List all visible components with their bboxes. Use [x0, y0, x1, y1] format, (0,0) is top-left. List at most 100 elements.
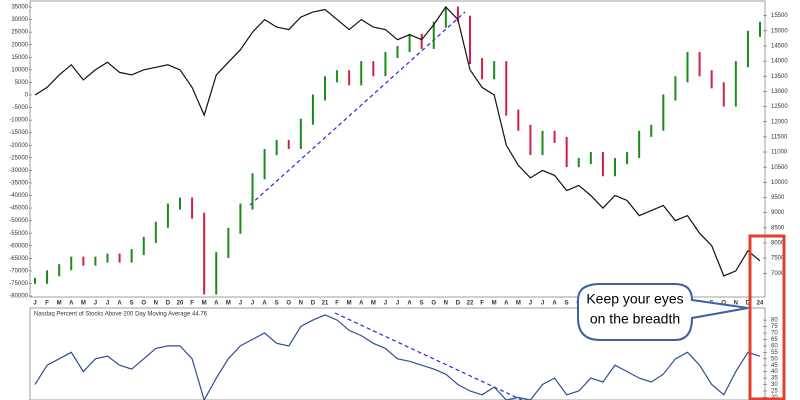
price-bar	[722, 82, 725, 107]
y2-tick-label: 8000	[771, 241, 785, 247]
price-bar	[601, 152, 604, 177]
y-tick-label: 30	[771, 382, 778, 388]
y-tick-label: -30000	[9, 168, 28, 174]
price-bar	[626, 152, 629, 165]
y2-tick-label: 15000	[771, 28, 788, 34]
price-bar	[227, 227, 230, 259]
price-bar	[746, 30, 749, 68]
y2-tick-label: 15500	[771, 13, 788, 19]
y2-tick-label: 7500	[771, 256, 785, 262]
x-tick-label: O	[431, 301, 436, 307]
x-tick-label: A	[407, 301, 412, 307]
x-tick-label: A	[359, 301, 364, 307]
y2-tick-label: 9500	[771, 195, 785, 201]
price-bar	[360, 61, 363, 86]
y-tick-label: 10000	[11, 67, 28, 73]
y-tick-label: 60	[771, 343, 778, 349]
y-tick-label: 25000	[11, 30, 28, 36]
y-tick-label: 25	[771, 389, 778, 395]
x-tick-label: S	[275, 301, 279, 307]
price-bar	[734, 61, 737, 107]
price-bar	[577, 158, 580, 168]
price-bar	[384, 52, 387, 77]
price-bar	[674, 76, 677, 101]
price-bar	[469, 15, 471, 65]
price-bar	[46, 270, 49, 284]
y-tick-label: -45000	[9, 206, 28, 212]
x-tick-label: S	[130, 301, 134, 307]
price-bar	[239, 203, 242, 234]
x-tick-label: M	[371, 301, 376, 307]
highlight-box	[748, 234, 786, 400]
price-bar	[324, 76, 326, 101]
y-tick-label: -40000	[9, 193, 28, 199]
price-bar	[179, 197, 181, 210]
x-tick-label: 24	[757, 301, 764, 307]
price-bar	[118, 253, 121, 263]
price-bar	[336, 70, 339, 83]
y-tick-label: 55	[771, 350, 778, 356]
x-tick-label: J	[106, 301, 109, 307]
y-tick-label: -25000	[9, 155, 28, 161]
x-tick-label: D	[166, 301, 171, 307]
x-tick-label: 22	[467, 301, 474, 307]
y2-tick-label: 12000	[771, 119, 788, 125]
x-tick-label: J	[541, 301, 544, 307]
x-tick-label: A	[262, 301, 267, 307]
y2-tick-label: 7000	[771, 271, 785, 277]
x-tick-label: N	[154, 301, 158, 307]
price-bar	[34, 277, 36, 284]
price-bar	[456, 6, 459, 22]
x-tick-label: J	[239, 301, 242, 307]
x-tick-label: O	[286, 301, 291, 307]
x-tick-label: S	[565, 301, 569, 307]
x-tick-label: J	[384, 301, 387, 307]
price-bar	[263, 149, 266, 180]
price-bar	[589, 152, 592, 165]
x-tick-label: A	[504, 301, 509, 307]
callout-text: Keep your eyes	[586, 291, 683, 307]
price-bar	[130, 249, 133, 263]
y-tick-label: -35000	[9, 181, 28, 187]
price-bar	[94, 256, 97, 266]
price-bar	[553, 130, 556, 143]
x-tick-label: N	[299, 301, 303, 307]
trend-line	[249, 11, 466, 206]
y-tick-label: 20000	[11, 42, 28, 48]
price-bar	[299, 118, 302, 149]
price-bar	[191, 197, 194, 219]
y-tick-label: 80	[771, 318, 778, 324]
price-bar	[215, 252, 218, 295]
price-bar	[420, 33, 423, 49]
y-tick-label: 0	[25, 93, 29, 99]
y2-tick-label: 9000	[771, 210, 785, 216]
price-bar	[348, 70, 351, 86]
y-tick-label: -10000	[9, 118, 28, 124]
x-tick-label: F	[45, 301, 49, 307]
price-bar	[444, 6, 447, 28]
price-bar	[493, 61, 496, 80]
x-tick-label: M	[57, 301, 62, 307]
y2-tick-label: 13500	[771, 74, 788, 80]
price-bar	[759, 21, 761, 37]
x-tick-label: M	[516, 301, 521, 307]
top-panel	[29, 0, 766, 298]
x-tick-label: 21	[322, 301, 329, 307]
x-tick-label: N	[444, 301, 448, 307]
x-tick-label: M	[347, 301, 352, 307]
trend-line	[334, 312, 523, 400]
panel-title: Nasdaq Percent of Stocks Above 200 Day M…	[34, 312, 208, 318]
x-tick-label: D	[311, 301, 316, 307]
x-tick-label: D	[456, 301, 461, 307]
y-tick-label: 45	[771, 363, 778, 369]
y-tick-label: -75000	[9, 281, 28, 287]
y2-tick-label: 13000	[771, 89, 788, 95]
x-tick-label: S	[420, 301, 424, 307]
price-bar	[311, 94, 314, 125]
price-bar	[106, 253, 109, 263]
y-tick-label: 15000	[11, 55, 28, 61]
y-tick-label: 30000	[11, 17, 28, 23]
x-tick-label: D	[746, 301, 751, 307]
x-tick-label: M	[492, 301, 497, 307]
